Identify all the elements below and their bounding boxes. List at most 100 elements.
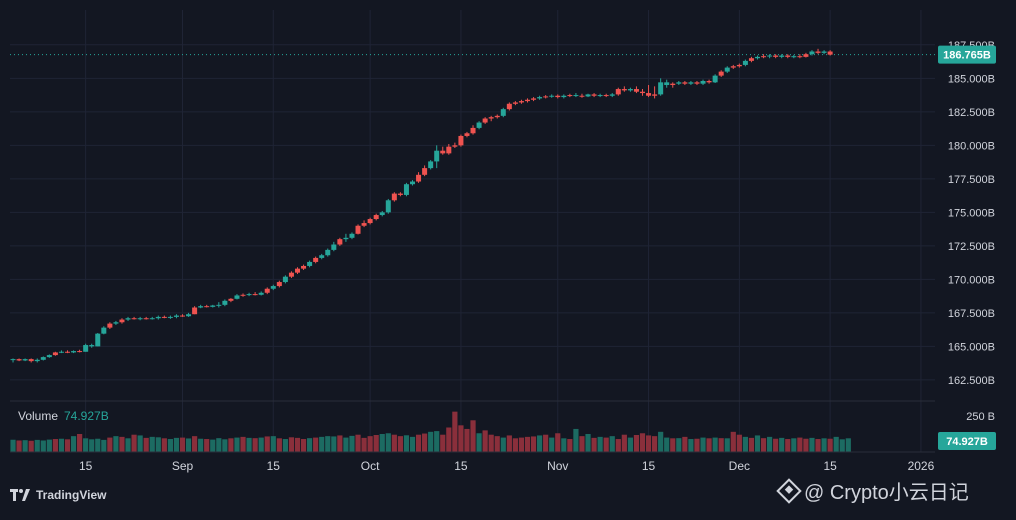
volume-bar [760,438,767,452]
volume-bar [58,438,65,452]
volume-bar [179,437,186,452]
candle-body [385,200,391,213]
candle-body [767,55,773,57]
price-tick-label: 182.500B [948,107,995,119]
volume-bar [192,436,198,452]
volume-bar [555,433,561,452]
price-tick-label: 185.000B [948,73,995,85]
volume-bar [89,439,95,452]
volume-bar [537,435,543,452]
candle-body [313,257,319,262]
candle-body [173,315,179,317]
volume-bar [682,436,688,452]
candle-body [797,56,803,58]
candle-body [416,174,422,182]
candle-body [464,133,470,136]
candle-body [755,56,760,59]
candle-body [101,327,107,334]
volume-bar [748,437,755,452]
time-tick-label: 15 [267,459,281,473]
candle-body [827,51,833,55]
volume-bars [10,411,851,452]
candle-body [192,307,198,315]
candle-body [391,193,397,201]
price-tick-label: 177.500B [948,174,995,186]
candle-body [706,80,712,83]
candle-body [664,82,670,86]
volume-bar [113,436,119,452]
candle-body [494,115,500,118]
candle-body [518,101,524,103]
volume-bar [246,437,252,452]
candle-body [155,316,161,319]
volume-bar [222,439,228,452]
candle-body [627,89,633,91]
candle-body [107,323,113,328]
candle-body [512,102,518,104]
volume-bar [706,438,712,452]
volume-bar [482,430,488,452]
volume-bar [252,438,258,452]
volume-bar [712,437,718,452]
time-tick-label: Nov [547,459,568,473]
volume-bar [155,437,161,452]
time-tick-label: Dec [729,459,750,473]
candle-body [488,117,494,119]
candle-body [282,276,288,283]
volume-bar [331,436,337,452]
candle-body [180,315,185,317]
volume-bar [422,433,428,452]
volume-bar [240,436,246,452]
candle-body [434,150,440,162]
candle-body [803,54,809,57]
candle-body [670,83,676,86]
volume-bar [500,437,506,452]
volume-bar [137,435,143,452]
candle-body [410,181,415,185]
tradingview-brand[interactable]: TradingView [10,488,106,502]
volume-bar [95,438,101,452]
volume-bar [585,433,591,452]
time-tick-label: 15 [823,459,837,473]
candle-body [555,95,561,98]
candle-body [597,95,603,97]
tradingview-logo-icon [10,489,30,501]
candle-body [724,67,730,72]
price-tick-label: 165.000B [948,341,995,353]
candle-body [676,82,682,84]
price-tick-label: 172.500B [948,241,995,253]
volume-bar [815,439,821,452]
candle-body [452,145,458,147]
volume-bar [337,435,343,452]
volume-bar [694,438,700,452]
volume-bar [64,439,71,452]
candle-body [373,215,379,220]
volume-bar [754,435,761,452]
volume-bar [524,436,531,452]
volume-bar [652,436,658,452]
volume-bar [779,437,785,452]
volume-bar [773,438,779,452]
candle-body [52,352,58,356]
time-tick-label: 15 [642,459,656,473]
candle-body [561,95,567,98]
volume-bar [833,436,839,452]
volume-bar [264,436,270,452]
candle-body [428,161,434,169]
price-tick-label: 180.000B [948,140,995,152]
volume-bar [494,436,500,452]
volume-bar [736,434,742,452]
volume-bar [458,425,464,452]
candle-body [343,237,349,240]
candle-body [549,95,555,97]
volume-bar [724,438,730,452]
volume-bar [294,437,301,452]
candle-body [143,318,149,320]
candle-body [591,94,597,96]
candle-body [204,306,210,308]
candle-body [210,305,216,307]
candle-body [397,193,403,195]
volume-bar [591,437,597,452]
grid-lines [10,10,935,452]
